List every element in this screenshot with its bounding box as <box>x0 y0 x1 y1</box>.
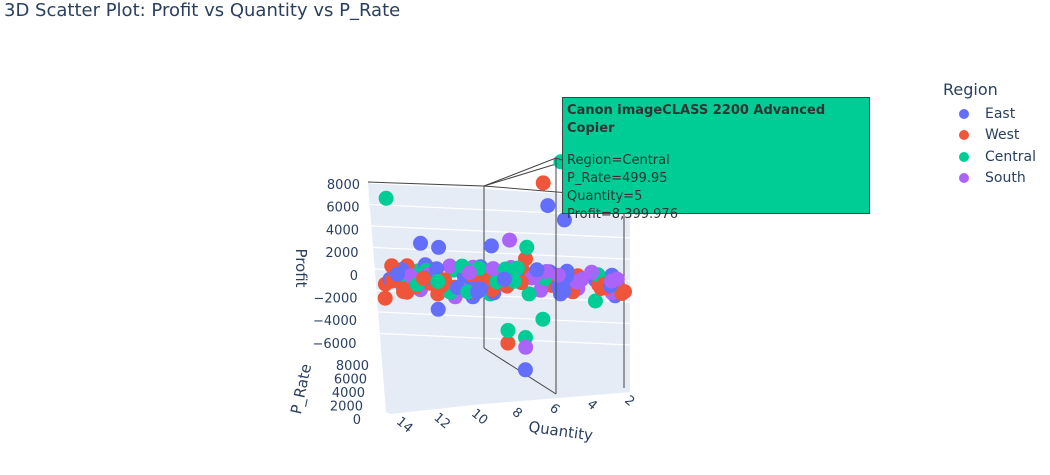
tick-label-quantity: 8 <box>509 405 525 422</box>
tick-label-profit: 4000 <box>326 223 359 238</box>
data-point-east[interactable] <box>429 261 445 277</box>
tick-label-prate: 8000 <box>336 359 369 374</box>
data-point-south[interactable] <box>485 261 501 277</box>
legend-title: Region <box>943 80 998 99</box>
axis-title-prate: P_Rate <box>287 362 316 416</box>
data-point-central[interactable] <box>521 286 537 302</box>
legend-marker-west <box>959 130 969 141</box>
legend-marker-south <box>959 173 969 184</box>
tick-label-quantity: 10 <box>468 406 490 428</box>
legend-marker-east <box>959 108 969 119</box>
data-point-south[interactable] <box>518 339 534 355</box>
data-point-west[interactable] <box>617 284 632 300</box>
data-point-central[interactable] <box>500 322 516 338</box>
data-point-west[interactable] <box>415 270 431 286</box>
data-point-central[interactable] <box>509 260 525 276</box>
tick-label-prate: 6000 <box>334 373 367 388</box>
legend-item-west[interactable]: West <box>943 125 1036 147</box>
scatter-points <box>377 154 632 378</box>
tick-label-profit: 0 <box>350 269 358 284</box>
data-point-east[interactable] <box>413 235 428 251</box>
data-point-central[interactable] <box>587 293 603 309</box>
axis-title-quantity: Quantity <box>527 418 594 445</box>
tick-label-profit: −2000 <box>314 292 358 307</box>
data-point-east[interactable] <box>470 284 486 300</box>
data-point-east[interactable] <box>483 238 499 254</box>
legend-item-east[interactable]: East <box>943 103 1036 125</box>
tick-label-prate: 0 <box>353 413 361 428</box>
data-point-south[interactable] <box>461 265 477 281</box>
data-point-south[interactable] <box>550 267 566 283</box>
hover-line-region: Region=Central <box>567 153 670 168</box>
data-point-central[interactable] <box>378 190 394 206</box>
tick-label-prate: 4000 <box>332 386 365 401</box>
data-point-central[interactable] <box>535 311 551 327</box>
tick-label-profit: 2000 <box>325 246 358 261</box>
data-point-east[interactable] <box>496 271 512 287</box>
legend-label-south: South <box>985 170 1026 187</box>
chart-title: 3D Scatter Plot: Profit vs Quantity vs P… <box>4 0 401 21</box>
legend-item-central[interactable]: Central <box>943 146 1036 168</box>
data-point-south[interactable] <box>574 272 590 287</box>
tick-label-quantity: 4 <box>584 397 600 414</box>
legend-label-central: Central <box>985 148 1036 165</box>
data-point-central[interactable] <box>430 274 446 289</box>
hover-header: Canon imageCLASS 2200 Advanced Copier <box>567 103 826 136</box>
hover-spikes <box>483 157 563 394</box>
legend-label-east: East <box>985 105 1016 122</box>
data-point-south[interactable] <box>442 258 458 274</box>
data-point-east[interactable] <box>556 283 571 299</box>
legend: Region East West Central South <box>943 80 1036 189</box>
tick-label-profit: −4000 <box>313 314 357 329</box>
tick-label-profit: 6000 <box>326 201 359 216</box>
data-point-west[interactable] <box>396 284 411 300</box>
tick-label-profit: 8000 <box>327 178 360 193</box>
data-point-west[interactable] <box>500 335 516 351</box>
hover-line-quantity: Quantity=5 <box>567 189 643 204</box>
legend-marker-central <box>959 151 969 162</box>
tick-label-quantity: 6 <box>546 401 562 418</box>
tick-label-quantity: 12 <box>431 410 453 432</box>
tick-label-prate: 2000 <box>330 400 363 415</box>
tick-label-profit: −6000 <box>313 337 357 352</box>
data-point-east[interactable] <box>430 301 446 317</box>
data-point-south[interactable] <box>502 232 518 248</box>
tick-label-quantity: 2 <box>621 393 637 410</box>
hover-tooltip: Canon imageCLASS 2200 Advanced Copier Re… <box>562 97 870 222</box>
data-point-west[interactable] <box>377 290 393 306</box>
data-point-east[interactable] <box>540 198 556 214</box>
legend-label-west: West <box>985 127 1020 144</box>
hover-line-prate: P_Rate=499.95 <box>567 171 668 186</box>
data-point-east[interactable] <box>517 362 533 378</box>
data-point-south[interactable] <box>604 273 619 289</box>
data-point-central[interactable] <box>519 239 535 255</box>
tick-label-quantity: 14 <box>393 414 415 436</box>
hover-line-profit: Profit=8,399.976 <box>567 207 678 222</box>
data-point-east[interactable] <box>529 262 545 278</box>
data-point-east[interactable] <box>390 266 405 282</box>
data-point-east[interactable] <box>431 239 447 255</box>
data-point-east[interactable] <box>556 212 572 228</box>
legend-item-south[interactable]: South <box>943 168 1036 190</box>
data-point-west[interactable] <box>535 175 551 191</box>
axis-title-profit: Profit <box>292 248 310 287</box>
data-point-south[interactable] <box>533 282 549 298</box>
